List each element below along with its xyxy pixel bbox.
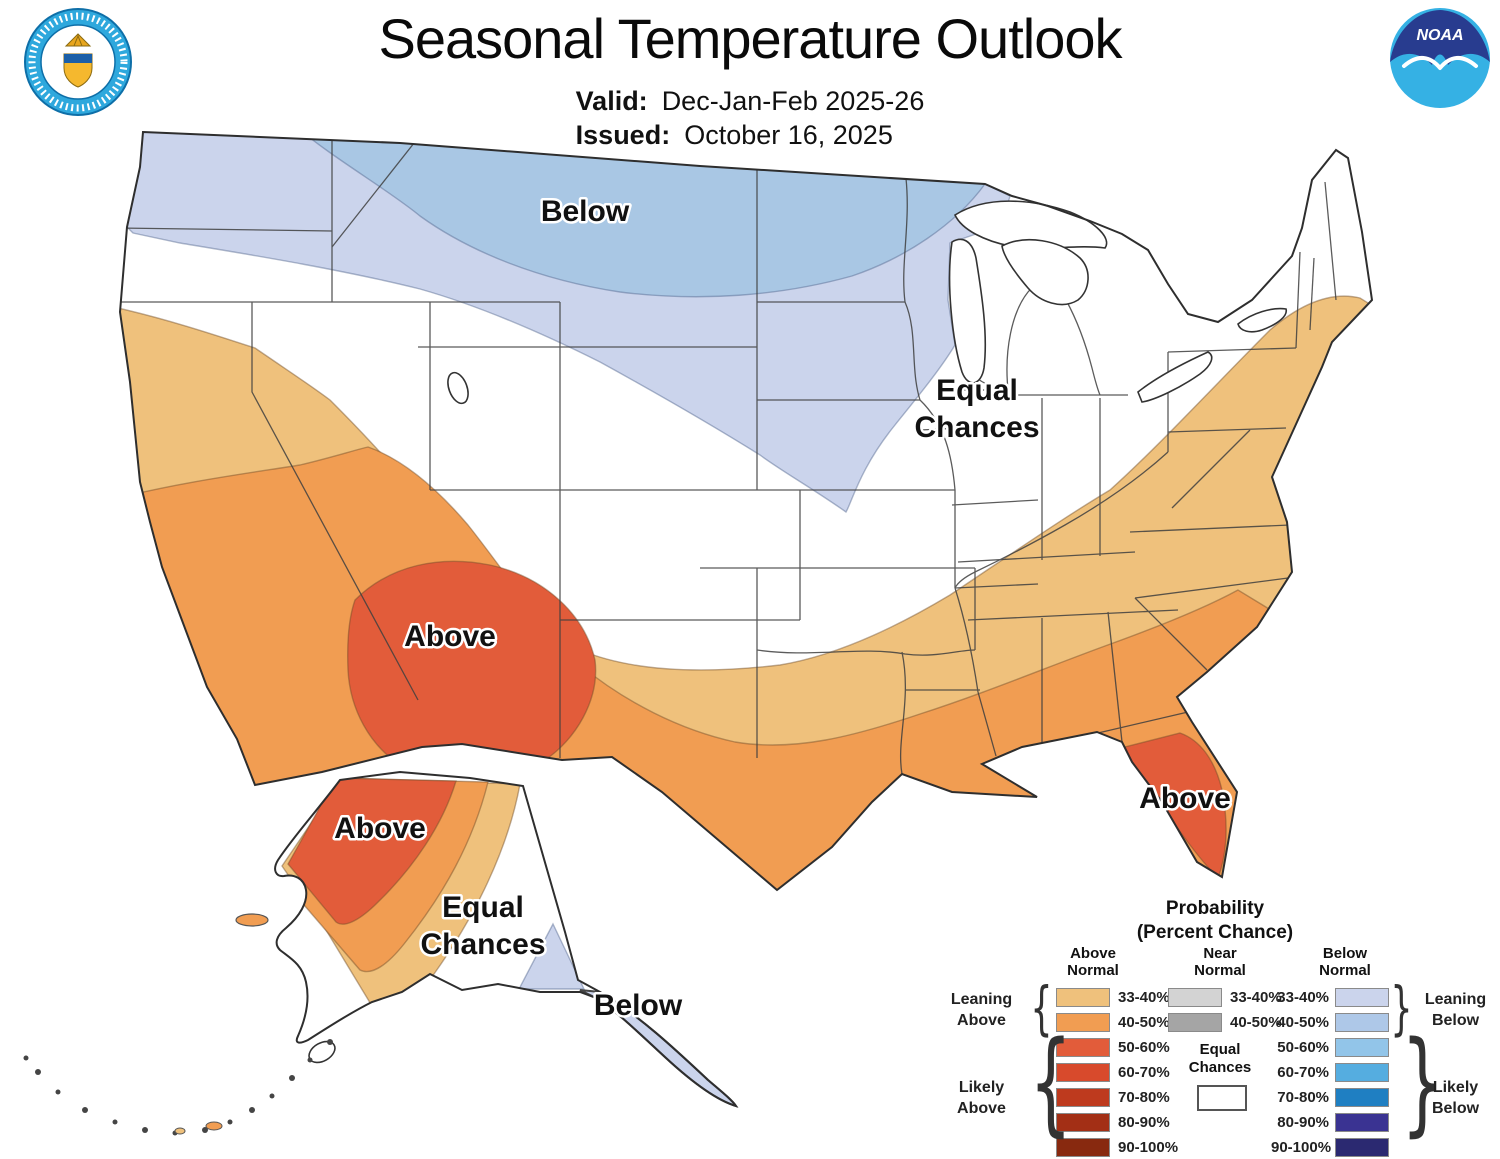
noaa-logo: NOAA	[1390, 8, 1490, 108]
probability-legend: Probability (Percent Chance) Above Norma…	[935, 895, 1500, 1159]
map-label-alaska-below: Below	[594, 989, 683, 1022]
map-label-equal-line2: Chances	[914, 411, 1039, 444]
legend-column-below: 33-40% 40-50% 50-60% 60-70% 70-80% 80-90…	[1271, 985, 1389, 1159]
legend-row: 90-100%	[1271, 1135, 1389, 1159]
map-label-equal-line1: Equal	[936, 374, 1018, 407]
leaning-below-label: Leaning Below	[1424, 991, 1487, 1029]
legend-swatch	[1168, 988, 1222, 1007]
legend-row: 70-80%	[1271, 1085, 1389, 1110]
legend-row: 50-60%	[1271, 1035, 1389, 1060]
legend-swatch	[1335, 1063, 1389, 1082]
issued-label: Issued:	[575, 120, 671, 150]
legend-title: Probability (Percent Chance)	[995, 897, 1435, 945]
legend-row: 60-70%	[1056, 1060, 1178, 1085]
legend-swatch	[1335, 1088, 1389, 1107]
legend-header-above: Above Normal	[1067, 945, 1119, 979]
legend-row: 50-60%	[1056, 1035, 1178, 1060]
legend-swatch	[1056, 1063, 1110, 1082]
map-label-above-florida: Above	[1139, 782, 1231, 815]
conus-outline	[118, 130, 1374, 892]
aleutian-orange-island	[205, 1121, 223, 1131]
lake-michigan	[948, 238, 987, 384]
lake-erie	[1137, 351, 1213, 403]
legend-row: 33-40%	[1168, 985, 1282, 1010]
leaning-above-brace: {	[1030, 974, 1053, 1042]
below-40-50-region	[295, 132, 987, 298]
legend-row: 33-40%	[1271, 985, 1389, 1010]
likely-above-label: Likely Above	[957, 1079, 1006, 1117]
valid-label: Valid:	[575, 86, 648, 116]
great-salt-lake	[447, 371, 469, 405]
legend-row: 60-70%	[1271, 1060, 1389, 1085]
commerce-seal	[24, 8, 132, 116]
map-label-above-southwest: Above	[404, 620, 496, 653]
legend-row: 40-50%	[1271, 1010, 1389, 1035]
legend-swatch	[1056, 1138, 1110, 1157]
legend-row: 70-80%	[1056, 1085, 1178, 1110]
legend-row: 80-90%	[1056, 1110, 1178, 1135]
leaning-below-brace: }	[1390, 974, 1413, 1042]
legend-row: 80-90%	[1271, 1110, 1389, 1135]
legend-row: 33-40%	[1056, 985, 1178, 1010]
issued-value: October 16, 2025	[684, 120, 893, 150]
noaa-logo-text: NOAA	[1416, 27, 1463, 44]
legend-title-line2: (Percent Chance)	[1136, 922, 1294, 943]
likely-below-label: Likely Below	[1431, 1079, 1480, 1117]
legend-row: 40-50%	[1168, 1010, 1282, 1035]
aleutian-orange-island-2	[174, 1127, 186, 1135]
issue-block: Valid: Dec-Jan-Feb 2025-26 Issued: October…	[0, 84, 1500, 152]
likely-above-brace: {	[1029, 1018, 1073, 1148]
legend-header-near: Near Normal	[1194, 945, 1246, 979]
alaska-below-33-40-triangle	[517, 922, 586, 990]
above-50-60-southwest-region	[346, 560, 597, 784]
legend-swatch	[1335, 1013, 1389, 1032]
lake-huron	[1001, 239, 1089, 306]
legend-row: 40-50%	[1056, 1010, 1178, 1035]
legend-swatch	[1056, 1013, 1110, 1032]
legend-row: 90-100%	[1056, 1135, 1178, 1159]
likely-below-brace: }	[1401, 1018, 1445, 1148]
st-lawrence-island	[235, 913, 269, 927]
alaska-above-50-60	[287, 777, 457, 925]
alaska-outline	[274, 770, 739, 1108]
aleutian-islands	[23, 1039, 333, 1136]
issued-line: Issued: October 16, 2025	[576, 118, 925, 152]
map-label-alaska-equal-line1: Equal	[442, 891, 524, 924]
map-label-alaska-above: Above	[334, 812, 426, 845]
valid-line: Valid: Dec-Jan-Feb 2025-26	[576, 84, 925, 118]
map-label-below-north: Below	[541, 195, 630, 228]
legend-swatch	[1335, 1113, 1389, 1132]
legend-header-below: Below Normal	[1319, 945, 1371, 979]
legend-column-near: 33-40% 40-50%	[1168, 985, 1282, 1035]
legend-swatch	[1168, 1013, 1222, 1032]
legend-swatch	[1056, 988, 1110, 1007]
legend-equal-chances-swatch	[1197, 1085, 1247, 1111]
legend-equal-chances-label: Equal Chances	[1188, 1041, 1252, 1076]
leaning-above-label: Leaning Above	[950, 991, 1013, 1029]
legend-swatch	[1335, 988, 1389, 1007]
legend-swatch	[1056, 1113, 1110, 1132]
map-label-alaska-equal-line2: Chances	[420, 928, 545, 961]
legend-title-line1: Probability	[1165, 898, 1265, 919]
legend-swatch	[1056, 1088, 1110, 1107]
legend-swatch	[1335, 1038, 1389, 1057]
lake-ontario	[1237, 307, 1287, 333]
legend-swatch	[1056, 1038, 1110, 1057]
legend-swatch	[1335, 1138, 1389, 1157]
legend-column-above: 33-40% 40-50% 50-60% 60-70% 70-80% 80-90…	[1056, 985, 1178, 1159]
valid-value: Dec-Jan-Feb 2025-26	[661, 86, 925, 116]
page-title: Seasonal Temperature Outlook	[378, 7, 1123, 70]
